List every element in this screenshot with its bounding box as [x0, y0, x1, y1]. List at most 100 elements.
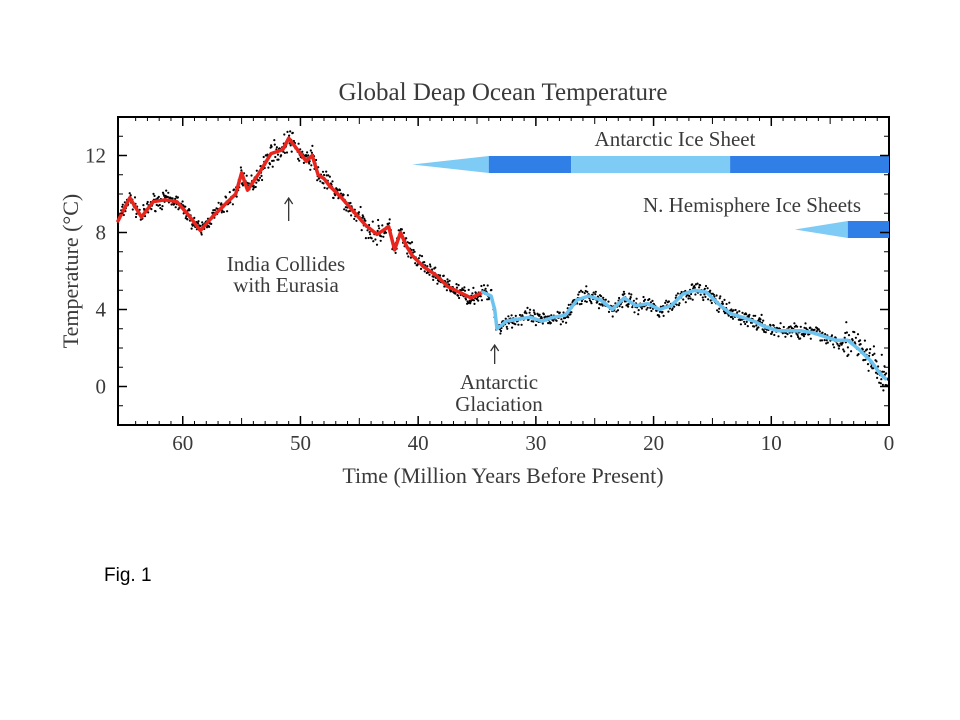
raw-point — [210, 222, 213, 225]
raw-point — [228, 191, 231, 194]
raw-point — [645, 308, 648, 311]
raw-point — [201, 221, 204, 224]
raw-point — [283, 133, 286, 136]
raw-point — [419, 267, 423, 270]
raw-point — [628, 292, 631, 295]
raw-point — [594, 290, 597, 293]
raw-point — [439, 274, 442, 277]
raw-point — [417, 257, 420, 260]
raw-point — [725, 302, 728, 306]
raw-point — [157, 195, 160, 198]
raw-point — [586, 290, 589, 293]
raw-point — [364, 237, 367, 240]
ice-sheet-segment — [730, 156, 889, 173]
raw-point — [388, 222, 391, 225]
raw-point — [618, 296, 621, 300]
raw-point — [629, 296, 632, 299]
raw-point — [266, 153, 269, 156]
raw-point — [746, 325, 749, 328]
raw-point — [142, 204, 145, 207]
raw-point — [777, 335, 780, 338]
raw-point — [741, 311, 744, 314]
raw-point — [311, 144, 314, 147]
raw-point — [882, 389, 885, 392]
raw-point — [211, 211, 214, 214]
raw-point — [747, 315, 751, 318]
raw-point — [779, 322, 782, 325]
raw-point — [186, 218, 189, 221]
raw-point — [323, 173, 326, 177]
raw-point — [152, 192, 155, 195]
raw-point — [664, 301, 667, 304]
raw-point — [843, 336, 846, 339]
raw-point — [706, 287, 709, 290]
raw-point — [843, 350, 846, 353]
raw-point — [580, 302, 583, 305]
raw-point — [830, 334, 834, 337]
raw-point — [457, 294, 460, 297]
raw-point — [306, 151, 309, 154]
raw-point — [197, 220, 200, 223]
raw-point — [283, 151, 286, 154]
raw-point — [825, 339, 828, 342]
raw-point — [525, 312, 528, 315]
ice-sheet-segment — [847, 221, 889, 238]
chart-title: Global Deap Ocean Temperature — [339, 79, 668, 106]
raw-point — [730, 308, 733, 311]
raw-point — [212, 209, 215, 212]
raw-point — [432, 275, 435, 278]
raw-point — [131, 208, 134, 211]
raw-point — [784, 335, 787, 338]
raw-point — [732, 309, 735, 312]
raw-point — [621, 306, 624, 309]
raw-point — [372, 240, 375, 243]
raw-point — [220, 202, 223, 205]
raw-point — [877, 365, 880, 368]
raw-point — [322, 182, 325, 185]
raw-point — [174, 197, 177, 200]
raw-point — [694, 293, 697, 296]
raw-point — [420, 255, 424, 258]
raw-point — [667, 310, 670, 313]
raw-point — [252, 184, 255, 187]
ice-sheet-taper — [794, 221, 848, 238]
raw-point — [691, 283, 694, 286]
raw-point — [584, 289, 587, 293]
raw-point — [428, 263, 432, 266]
raw-point — [675, 303, 678, 306]
raw-point — [514, 314, 517, 317]
raw-point — [650, 309, 653, 313]
raw-point — [334, 194, 337, 197]
raw-point — [698, 286, 701, 289]
raw-point — [581, 290, 584, 294]
raw-point — [532, 309, 535, 312]
raw-point — [880, 378, 883, 381]
raw-point — [821, 331, 824, 334]
raw-point — [436, 282, 439, 285]
raw-point — [818, 330, 821, 333]
raw-point — [423, 261, 426, 264]
raw-point — [326, 187, 329, 190]
raw-point — [567, 316, 570, 319]
raw-point — [362, 215, 365, 218]
raw-point — [394, 251, 397, 254]
raw-point — [174, 206, 177, 209]
raw-point — [257, 179, 260, 182]
raw-point — [288, 134, 291, 137]
raw-point — [771, 330, 774, 334]
raw-point — [332, 196, 335, 200]
raw-point — [160, 208, 164, 211]
raw-point — [846, 346, 850, 349]
raw-point — [371, 220, 374, 223]
raw-point — [532, 320, 535, 323]
raw-point — [716, 309, 719, 312]
raw-point — [442, 274, 445, 277]
raw-point — [649, 301, 653, 304]
raw-point — [721, 302, 725, 305]
raw-point — [410, 241, 414, 244]
raw-point — [426, 265, 429, 268]
raw-point — [759, 318, 762, 321]
x-tick-label: 10 — [761, 431, 782, 455]
raw-point — [662, 314, 665, 317]
